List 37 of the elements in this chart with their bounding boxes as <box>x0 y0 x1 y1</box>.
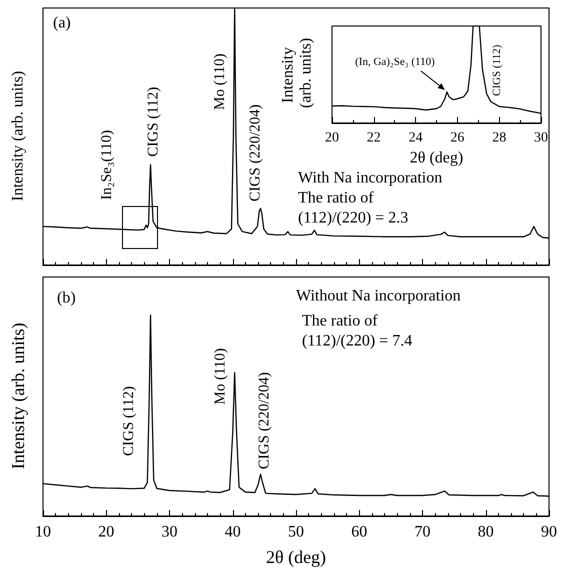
annotation: The ratio of <box>302 312 378 330</box>
x-tick-label: 60 <box>351 524 368 540</box>
annotation: With Na incorporation <box>298 170 442 186</box>
x-tick-label: 10 <box>35 524 51 540</box>
x-tick-label: 28 <box>492 130 506 146</box>
y-axis-title: Intensity (arb. units) <box>10 70 26 202</box>
x-axis-title: 2θ (deg) <box>266 547 326 567</box>
annotation: (112)/(220) = 2.3 <box>298 210 408 226</box>
y-axis-title: Intensity (arb. units) <box>8 322 28 470</box>
x-tick-label: 30 <box>534 130 548 146</box>
annotation: In₂Se₃(110) <box>99 130 116 200</box>
annotation: Mo (110) <box>212 53 228 110</box>
annotation: Mo (110) <box>212 348 229 405</box>
text: (b) <box>57 290 76 306</box>
annotation: CIGS (112) <box>490 44 503 96</box>
x-tick-label: 70 <box>414 524 430 540</box>
x-tick-label: 50 <box>288 524 304 540</box>
x-tick-label: 22 <box>366 130 381 146</box>
x-tick-label: 24 <box>408 130 423 146</box>
x-tick-label: 80 <box>478 524 494 540</box>
annotation: CIGS (112) <box>146 86 162 157</box>
annotation: CIGS (220/204) <box>256 372 273 470</box>
x-tick-label: 40 <box>224 524 241 540</box>
x-tick-label: 20 <box>325 130 339 146</box>
y-axis-title: Intensity (arb. units) <box>280 38 314 108</box>
annotation: (In, Ga)₂Se₃ (110) <box>355 56 436 68</box>
annotation: CIGS (112) <box>121 386 137 456</box>
x-tick-label: 20 <box>98 524 114 540</box>
x-tick-label: 90 <box>541 524 557 540</box>
text: Without Na incorporation <box>296 288 461 304</box>
x-tick-label: 30 <box>162 524 178 540</box>
annotation: (a) <box>53 14 71 32</box>
annotation: (112)/(220) = 7.4 <box>302 332 412 350</box>
annotation: The ratio of <box>298 190 374 206</box>
annotation: CIGS (220/204) <box>248 104 264 202</box>
x-tick-label: 26 <box>450 130 464 146</box>
x-axis-title: 2θ (deg) <box>410 149 464 166</box>
